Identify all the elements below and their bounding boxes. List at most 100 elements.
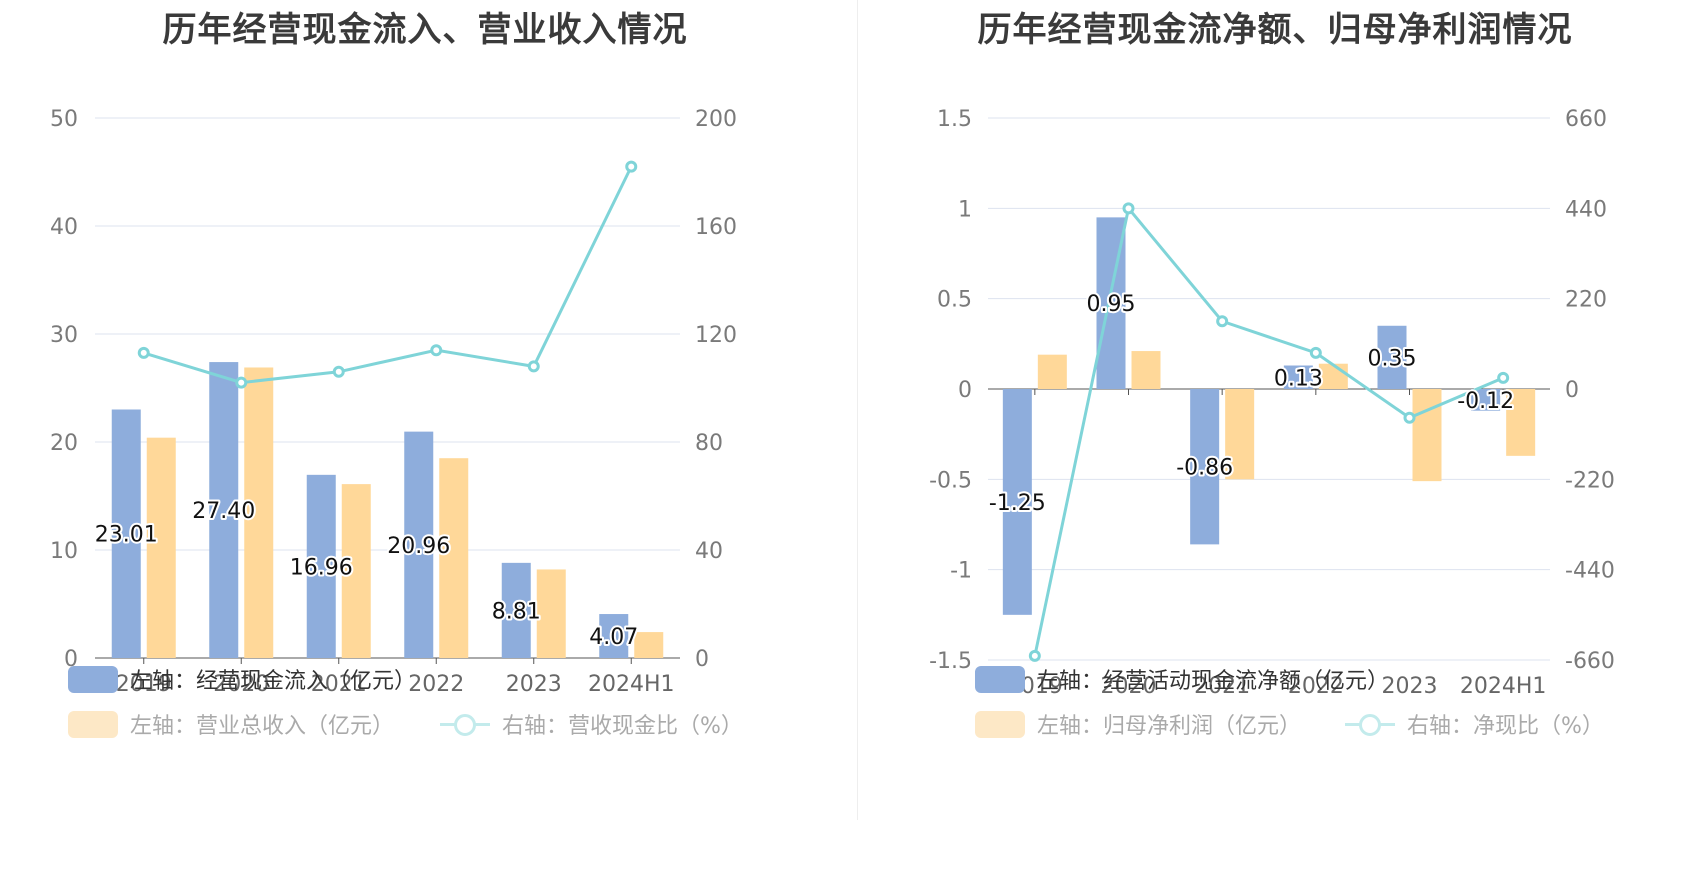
y-right-tick-label: 440 bbox=[1565, 197, 1607, 222]
line-point bbox=[1216, 315, 1229, 328]
bar-data-label: 27.40 bbox=[192, 499, 255, 524]
bar-data-label: 8.81 bbox=[492, 599, 541, 624]
legend-label: 右轴：净现比（%） bbox=[1407, 714, 1604, 739]
line-point bbox=[527, 360, 540, 373]
y-right-tick-label: -660 bbox=[1565, 649, 1615, 674]
y-left-tick-label: -1.5 bbox=[929, 649, 972, 674]
x-tick-label: 2020 bbox=[213, 672, 269, 697]
y-right-tick-label: -440 bbox=[1565, 559, 1615, 584]
bar-primary bbox=[111, 409, 141, 658]
line-series bbox=[143, 165, 633, 385]
y-right-tick-label: 80 bbox=[695, 431, 723, 456]
bar-secondary bbox=[1131, 351, 1161, 389]
legend-swatch bbox=[68, 665, 118, 693]
y-right-tick-label: 0 bbox=[1565, 378, 1579, 403]
bar-data-label: 16.96 bbox=[290, 555, 353, 580]
bar-secondary bbox=[439, 458, 469, 658]
y-left-tick-label: 20 bbox=[50, 431, 78, 456]
legend-item-net-cash-ratio[interactable]: 右轴：净现比（%） bbox=[1345, 708, 1604, 740]
bar-data-label: 0.13 bbox=[1274, 366, 1323, 391]
line-point bbox=[1028, 649, 1041, 662]
legend-item-revenue[interactable]: 左轴：营业总收入（亿元） bbox=[68, 708, 394, 740]
legend-label: 左轴：归母净利润（亿元） bbox=[1037, 714, 1302, 739]
bar-data-label: 4.07 bbox=[589, 625, 638, 650]
bar-primary bbox=[1002, 389, 1032, 615]
line-point bbox=[430, 344, 443, 357]
bar-secondary bbox=[1318, 363, 1348, 389]
y-left-tick-label: 0.5 bbox=[937, 288, 972, 313]
legend-swatch bbox=[68, 710, 118, 738]
legend-label: 左轴：经营活动现金流净额（亿元） bbox=[1037, 669, 1390, 694]
x-tick-label: 2024H1 bbox=[1460, 674, 1547, 699]
line-point bbox=[1122, 202, 1135, 215]
bar-data-label: 0.95 bbox=[1087, 292, 1136, 317]
y-right-tick-label: 200 bbox=[695, 107, 737, 132]
bar-primary bbox=[306, 474, 336, 658]
bar-primary bbox=[501, 562, 531, 658]
bar-data-label: 0.35 bbox=[1368, 346, 1417, 371]
bar-secondary bbox=[634, 632, 664, 658]
bar-data-label: 20.96 bbox=[387, 534, 450, 559]
bar-secondary bbox=[1506, 389, 1536, 456]
y-left-tick-label: 1 bbox=[958, 197, 972, 222]
bar-primary bbox=[1190, 389, 1220, 545]
chart-title: 历年经营现金流入、营业收入情况 bbox=[162, 10, 688, 50]
legend-item-cash-inflow[interactable]: 左轴：经营现金流入（亿元） bbox=[68, 663, 416, 695]
legend-swatch bbox=[440, 711, 490, 738]
x-tick-label: 2021 bbox=[1194, 674, 1250, 699]
y-left-tick-label: 40 bbox=[50, 215, 78, 240]
y-right-tick-label: 160 bbox=[695, 215, 737, 240]
y-right-tick-label: -220 bbox=[1565, 468, 1615, 493]
y-left-tick-label: -1 bbox=[950, 559, 972, 584]
bar-secondary bbox=[536, 569, 566, 658]
y-left-tick-label: 30 bbox=[50, 323, 78, 348]
y-left-tick-label: 0 bbox=[958, 378, 972, 403]
bar-primary bbox=[209, 362, 239, 658]
bar-secondary bbox=[1037, 354, 1067, 389]
legend-swatch bbox=[975, 665, 1025, 693]
y-left-tick-label: 10 bbox=[50, 539, 78, 564]
bar-secondary bbox=[1225, 389, 1255, 480]
y-right-tick-label: 0 bbox=[695, 647, 709, 672]
y-right-tick-label: 660 bbox=[1565, 107, 1607, 132]
bar-secondary bbox=[244, 367, 274, 658]
bar-secondary bbox=[1412, 389, 1442, 482]
line-point bbox=[625, 160, 638, 173]
chart-panel-cashflow-revenue: 历年经营现金流入、营业收入情况 0 0 10 40 20 80 30 120 40 160 50 20… bbox=[50, 10, 743, 740]
bar-data-label: 23.01 bbox=[95, 523, 158, 548]
line-point bbox=[137, 346, 150, 359]
bar-primary bbox=[599, 614, 629, 658]
line-point bbox=[1403, 411, 1416, 424]
line-point bbox=[235, 376, 248, 389]
bar-data-label: -0.86 bbox=[1176, 456, 1233, 481]
x-tick-label: 2023 bbox=[1382, 674, 1438, 699]
chart-title: 历年经营现金流净额、归母净利润情况 bbox=[977, 10, 1573, 50]
y-left-tick-label: 50 bbox=[50, 107, 78, 132]
line-point bbox=[1309, 346, 1322, 359]
bar-data-label: -1.25 bbox=[989, 491, 1046, 516]
legend-item-net-profit[interactable]: 左轴：归母净利润（亿元） bbox=[975, 708, 1301, 740]
x-tick-label: 2022 bbox=[1288, 674, 1344, 699]
y-right-tick-label: 220 bbox=[1565, 288, 1607, 313]
bar-secondary bbox=[341, 484, 371, 658]
line-point bbox=[1497, 371, 1510, 384]
bar-primary bbox=[404, 431, 434, 658]
chart-plot-area: -1.5 -660 -1 -440 -0.5 -220 0 0 0.5 220 1 440 1.5 660… bbox=[929, 107, 1615, 699]
y-left-tick-label: -0.5 bbox=[929, 468, 972, 493]
bar-primary bbox=[1283, 365, 1313, 389]
chart-panel-netcash-profit: 历年经营现金流净额、归母净利润情况 -1.5 -660 -1 -440 -0.5 -220… bbox=[850, 0, 1700, 874]
legend-label: 左轴：经营现金流入（亿元） bbox=[130, 669, 417, 694]
x-tick-label: 2019 bbox=[116, 672, 172, 697]
legend-label: 右轴：营收现金比（%） bbox=[502, 714, 743, 739]
line-series bbox=[1033, 204, 1504, 657]
bar-data-label: -0.12 bbox=[1457, 389, 1514, 414]
bar-primary bbox=[1377, 325, 1407, 389]
legend-item-revenue-cash-ratio[interactable]: 右轴：营收现金比（%） bbox=[440, 708, 743, 740]
legend-item-net-operating-cash[interactable]: 左轴：经营活动现金流净额（亿元） bbox=[975, 663, 1389, 695]
line-point bbox=[332, 365, 345, 378]
legend-swatch bbox=[1345, 711, 1395, 738]
x-tick-label: 2020 bbox=[1101, 674, 1157, 699]
y-right-tick-label: 120 bbox=[695, 323, 737, 348]
y-right-tick-label: 40 bbox=[695, 539, 723, 564]
